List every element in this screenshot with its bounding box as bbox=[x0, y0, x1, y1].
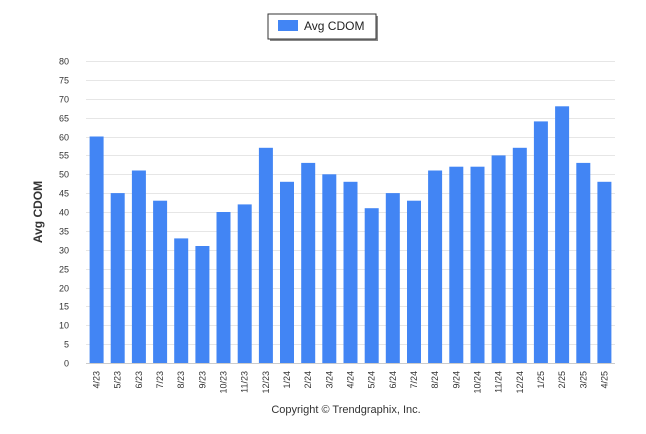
bar-1-25 bbox=[533, 121, 548, 364]
x-tick-label: 4/24 bbox=[346, 371, 356, 389]
x-tick-label: 1/24 bbox=[282, 371, 292, 389]
x-tick-label: 6/23 bbox=[134, 371, 144, 389]
legend-swatch bbox=[278, 20, 298, 31]
x-tick-label: 4/25 bbox=[599, 371, 609, 389]
y-tick-label: 50 bbox=[59, 170, 69, 180]
x-tick-label: 12/24 bbox=[515, 371, 525, 394]
y-tick-label: 75 bbox=[59, 76, 69, 86]
x-tick-label: 1/25 bbox=[536, 371, 546, 389]
y-tick-label: 55 bbox=[59, 151, 69, 161]
bar-6-23 bbox=[131, 170, 146, 363]
bar-4-23 bbox=[89, 136, 104, 363]
bar-5-24 bbox=[364, 208, 379, 363]
y-tick-label: 15 bbox=[59, 302, 69, 312]
y-axis-label: Avg CDOM bbox=[31, 181, 45, 243]
bars bbox=[89, 106, 612, 364]
bar-12-24 bbox=[512, 147, 527, 363]
y-tick-label: 80 bbox=[59, 57, 69, 67]
x-axis-ticks: 4/23 5/23 6/23 7/23 8/23 9/23 10/23 11/23 12/23 1… bbox=[92, 371, 610, 394]
bar-1-24 bbox=[280, 181, 294, 363]
y-tick-label: 65 bbox=[59, 114, 69, 124]
x-tick-label: 9/24 bbox=[451, 371, 461, 389]
x-tick-label: 5/23 bbox=[113, 371, 123, 389]
y-tick-label: 70 bbox=[59, 95, 69, 105]
x-tick-label: 2/25 bbox=[557, 371, 567, 389]
bar-4-24 bbox=[343, 181, 358, 363]
y-tick-label: 0 bbox=[64, 359, 69, 369]
y-tick-label: 20 bbox=[59, 284, 69, 294]
x-tick-label: 10/24 bbox=[473, 371, 483, 394]
x-tick-label: 8/23 bbox=[176, 371, 186, 389]
bar-5-23 bbox=[110, 193, 125, 363]
bar-11-23 bbox=[237, 204, 252, 363]
bar-2-25 bbox=[555, 106, 570, 364]
y-tick-label: 35 bbox=[59, 227, 69, 237]
bar-2-24 bbox=[301, 162, 316, 363]
copyright-text: Copyright © Trendgraphix, Inc. bbox=[271, 404, 420, 416]
x-tick-label: 2/24 bbox=[303, 371, 313, 389]
bar-7-23 bbox=[153, 200, 168, 363]
x-tick-label: 12/23 bbox=[261, 371, 271, 394]
bar-9-23 bbox=[195, 246, 210, 363]
x-tick-label: 9/23 bbox=[197, 371, 207, 389]
bar-10-23 bbox=[216, 212, 231, 363]
bar-10-24 bbox=[470, 166, 485, 363]
y-tick-label: 10 bbox=[59, 321, 69, 331]
y-tick-label: 30 bbox=[59, 246, 69, 256]
bar-4-25 bbox=[597, 181, 612, 363]
x-tick-label: 3/25 bbox=[578, 371, 588, 389]
bar-6-24 bbox=[385, 193, 400, 363]
x-tick-label: 7/23 bbox=[155, 371, 165, 389]
x-tick-label: 4/23 bbox=[92, 371, 102, 389]
x-tick-label: 6/24 bbox=[388, 371, 398, 389]
bar-3-24 bbox=[322, 174, 337, 364]
x-tick-label: 8/24 bbox=[430, 371, 440, 389]
legend: Avg CDOM bbox=[267, 13, 378, 41]
bar-8-24 bbox=[428, 170, 443, 363]
y-axis-ticks: 0 5 10 15 20 25 30 35 40 45 50 55 60 65 70 75 80 bbox=[59, 57, 69, 369]
y-tick-label: 40 bbox=[59, 208, 69, 218]
x-tick-label: 7/24 bbox=[409, 371, 419, 389]
y-tick-label: 25 bbox=[59, 265, 69, 275]
x-tick-label: 11/23 bbox=[240, 371, 250, 393]
x-tick-label: 3/24 bbox=[324, 371, 334, 389]
bar-11-24 bbox=[491, 155, 506, 363]
y-tick-label: 5 bbox=[64, 340, 69, 350]
x-tick-label: 10/23 bbox=[219, 371, 229, 394]
x-tick-label: 11/24 bbox=[494, 371, 504, 393]
legend-label: Avg CDOM bbox=[304, 19, 364, 33]
bar-9-24 bbox=[449, 166, 464, 363]
bar-12-23 bbox=[258, 147, 273, 363]
y-tick-label: 45 bbox=[59, 189, 69, 199]
bar-3-25 bbox=[576, 162, 591, 363]
bar-8-23 bbox=[174, 238, 189, 363]
bar-7-24 bbox=[407, 200, 421, 363]
y-tick-label: 60 bbox=[59, 133, 69, 143]
x-tick-label: 5/24 bbox=[367, 371, 377, 389]
